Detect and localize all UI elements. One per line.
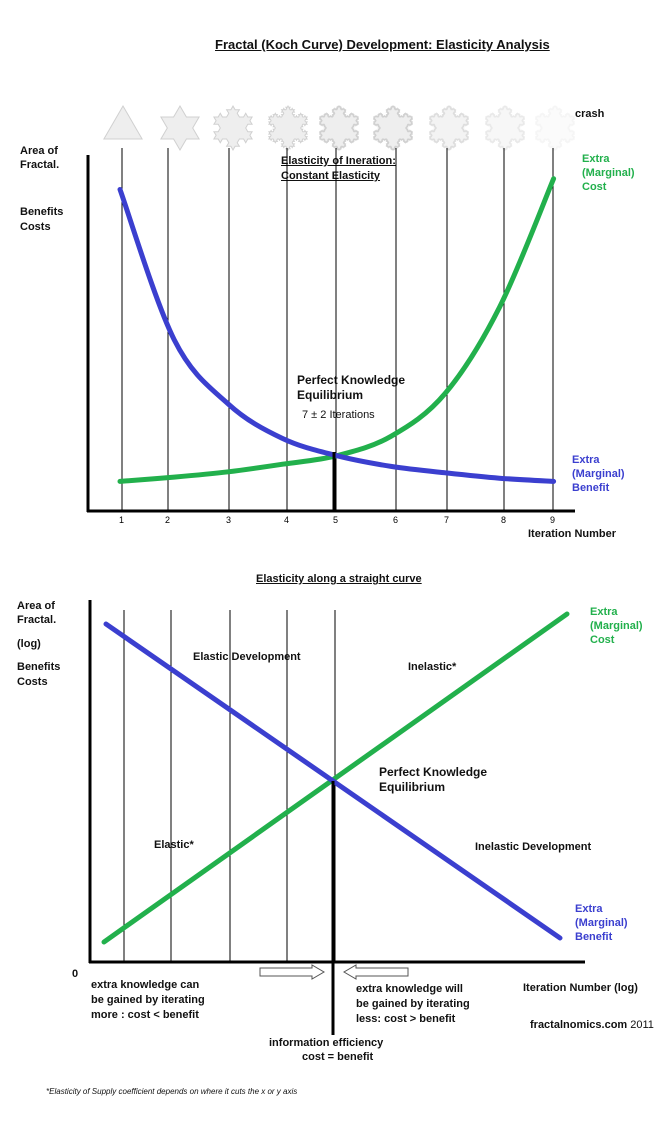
elastic-development-label: Elastic Development [193,651,301,663]
top-x-tick-8: 8 [501,515,506,525]
top-benefit-label-1: Extra [572,454,600,466]
top-cost-label-3: Cost [582,181,607,193]
footnote-text: Elasticity of Supply coefficient depends… [49,1087,298,1096]
left-note-line-3: more : cost < benefit [91,1009,199,1021]
bottom-cost-label-1: Extra [590,606,618,618]
bottom-cost-label-2: (Marginal) [590,620,643,632]
arrow-left-icon [343,964,409,980]
left-note-line-2: be gained by iterating [91,994,205,1006]
elasticity-label-line-1: Elasticity of Ineration: [281,155,396,167]
bottom-note-line-1: information efficiency [269,1037,384,1049]
koch-snowflake-icons [103,104,576,152]
bottom-ylabel-line-3: (log) [17,638,41,650]
bottom-ylabel-line-2: Fractal. [17,614,57,626]
koch-snowflake-5-icon [318,104,360,152]
bottom-note-line-2: cost = benefit [302,1051,374,1063]
bottom-chart [88,600,585,1035]
koch-snowflake-2-icon [160,105,200,151]
credit-label: fractalnomics.com 2011 [530,1019,654,1031]
top-equilibrium-line-3: 7 ± 2 Iterations [302,409,375,421]
koch-snowflake-9-icon [534,104,576,152]
bottom-ylabel-line-1: Area of [17,600,55,612]
left-note-line-1: extra knowledge can [91,979,200,991]
top-x-tick-7: 7 [444,515,449,525]
top-benefit-label-2: (Marginal) [572,468,625,480]
top-cost-curve [117,176,557,484]
bottom-chart-title: Elasticity along a straight curve [256,573,422,585]
elastic-star-label: Elastic* [154,839,194,851]
bottom-ylabel-line-4: Benefits [17,661,61,673]
top-benefit-curve [117,186,557,484]
koch-snowflake-3-icon [213,104,253,152]
top-equilibrium-line-1: Perfect Knowledge [297,373,406,387]
bottom-ylabel-line-5: Costs [17,676,48,688]
top-chart-title: Fractal (Koch Curve) Development: Elasti… [215,37,550,52]
top-ylabel-line-5: Costs [20,221,51,233]
right-note-line-2: be gained by iterating [356,998,470,1010]
top-chart: 1 2 3 4 5 6 7 8 9 [86,148,575,525]
credit-year: 2011 [630,1019,654,1031]
top-ylabel-line-2: Fractal. [20,159,60,171]
koch-snowflake-1-icon [103,105,143,140]
bottom-benefit-label-1: Extra [575,903,603,915]
top-x-tick-9: 9 [550,515,555,525]
bottom-benefit-line [103,621,563,941]
bottom-benefit-label-2: (Marginal) [575,917,628,929]
top-cost-label-2: (Marginal) [582,167,635,179]
bottom-cost-line [101,611,570,945]
top-x-tick-2: 2 [165,515,170,525]
koch-snowflake-4-icon [267,105,309,151]
right-note-line-3: less: cost > benefit [356,1013,456,1025]
arrow-right-icon [259,964,325,980]
bottom-xlabel: Iteration Number (log) [523,982,638,994]
inelastic-star-label: Inelastic* [408,661,457,673]
koch-snowflake-7-icon [428,104,470,152]
top-equilibrium-line-2: Equilibrium [297,388,363,402]
bottom-cost-label-3: Cost [590,634,615,646]
top-benefit-label-3: Benefit [572,482,610,494]
top-ylabel-line-1: Area of [20,145,58,157]
top-x-tick-6: 6 [393,515,398,525]
bottom-equilibrium-line-1: Perfect Knowledge [379,765,488,779]
inelastic-development-label: Inelastic Development [475,841,592,853]
top-x-tick-3: 3 [226,515,231,525]
top-cost-label-1: Extra [582,153,610,165]
elasticity-label-line-2: Constant Elasticity [281,170,381,182]
koch-snowflake-8-icon [484,104,526,152]
top-x-tick-4: 4 [284,515,289,525]
top-x-tick-1: 1 [119,515,124,525]
bottom-equilibrium-line-2: Equilibrium [379,780,445,794]
credit-site: fractalnomics.com [530,1019,628,1031]
crash-label: crash [575,108,605,120]
footnote-asterisk: * [46,1087,50,1096]
koch-snowflake-6-icon [372,104,414,152]
top-xlabel: Iteration Number [528,528,617,540]
top-x-tick-5: 5 [333,515,338,525]
top-ylabel-line-4: Benefits [20,206,64,218]
bottom-benefit-label-3: Benefit [575,931,613,943]
origin-label: 0 [72,968,79,980]
footnote: *Elasticity of Supply coefficient depend… [46,1087,297,1096]
right-note-line-1: extra knowledge will [356,983,463,995]
